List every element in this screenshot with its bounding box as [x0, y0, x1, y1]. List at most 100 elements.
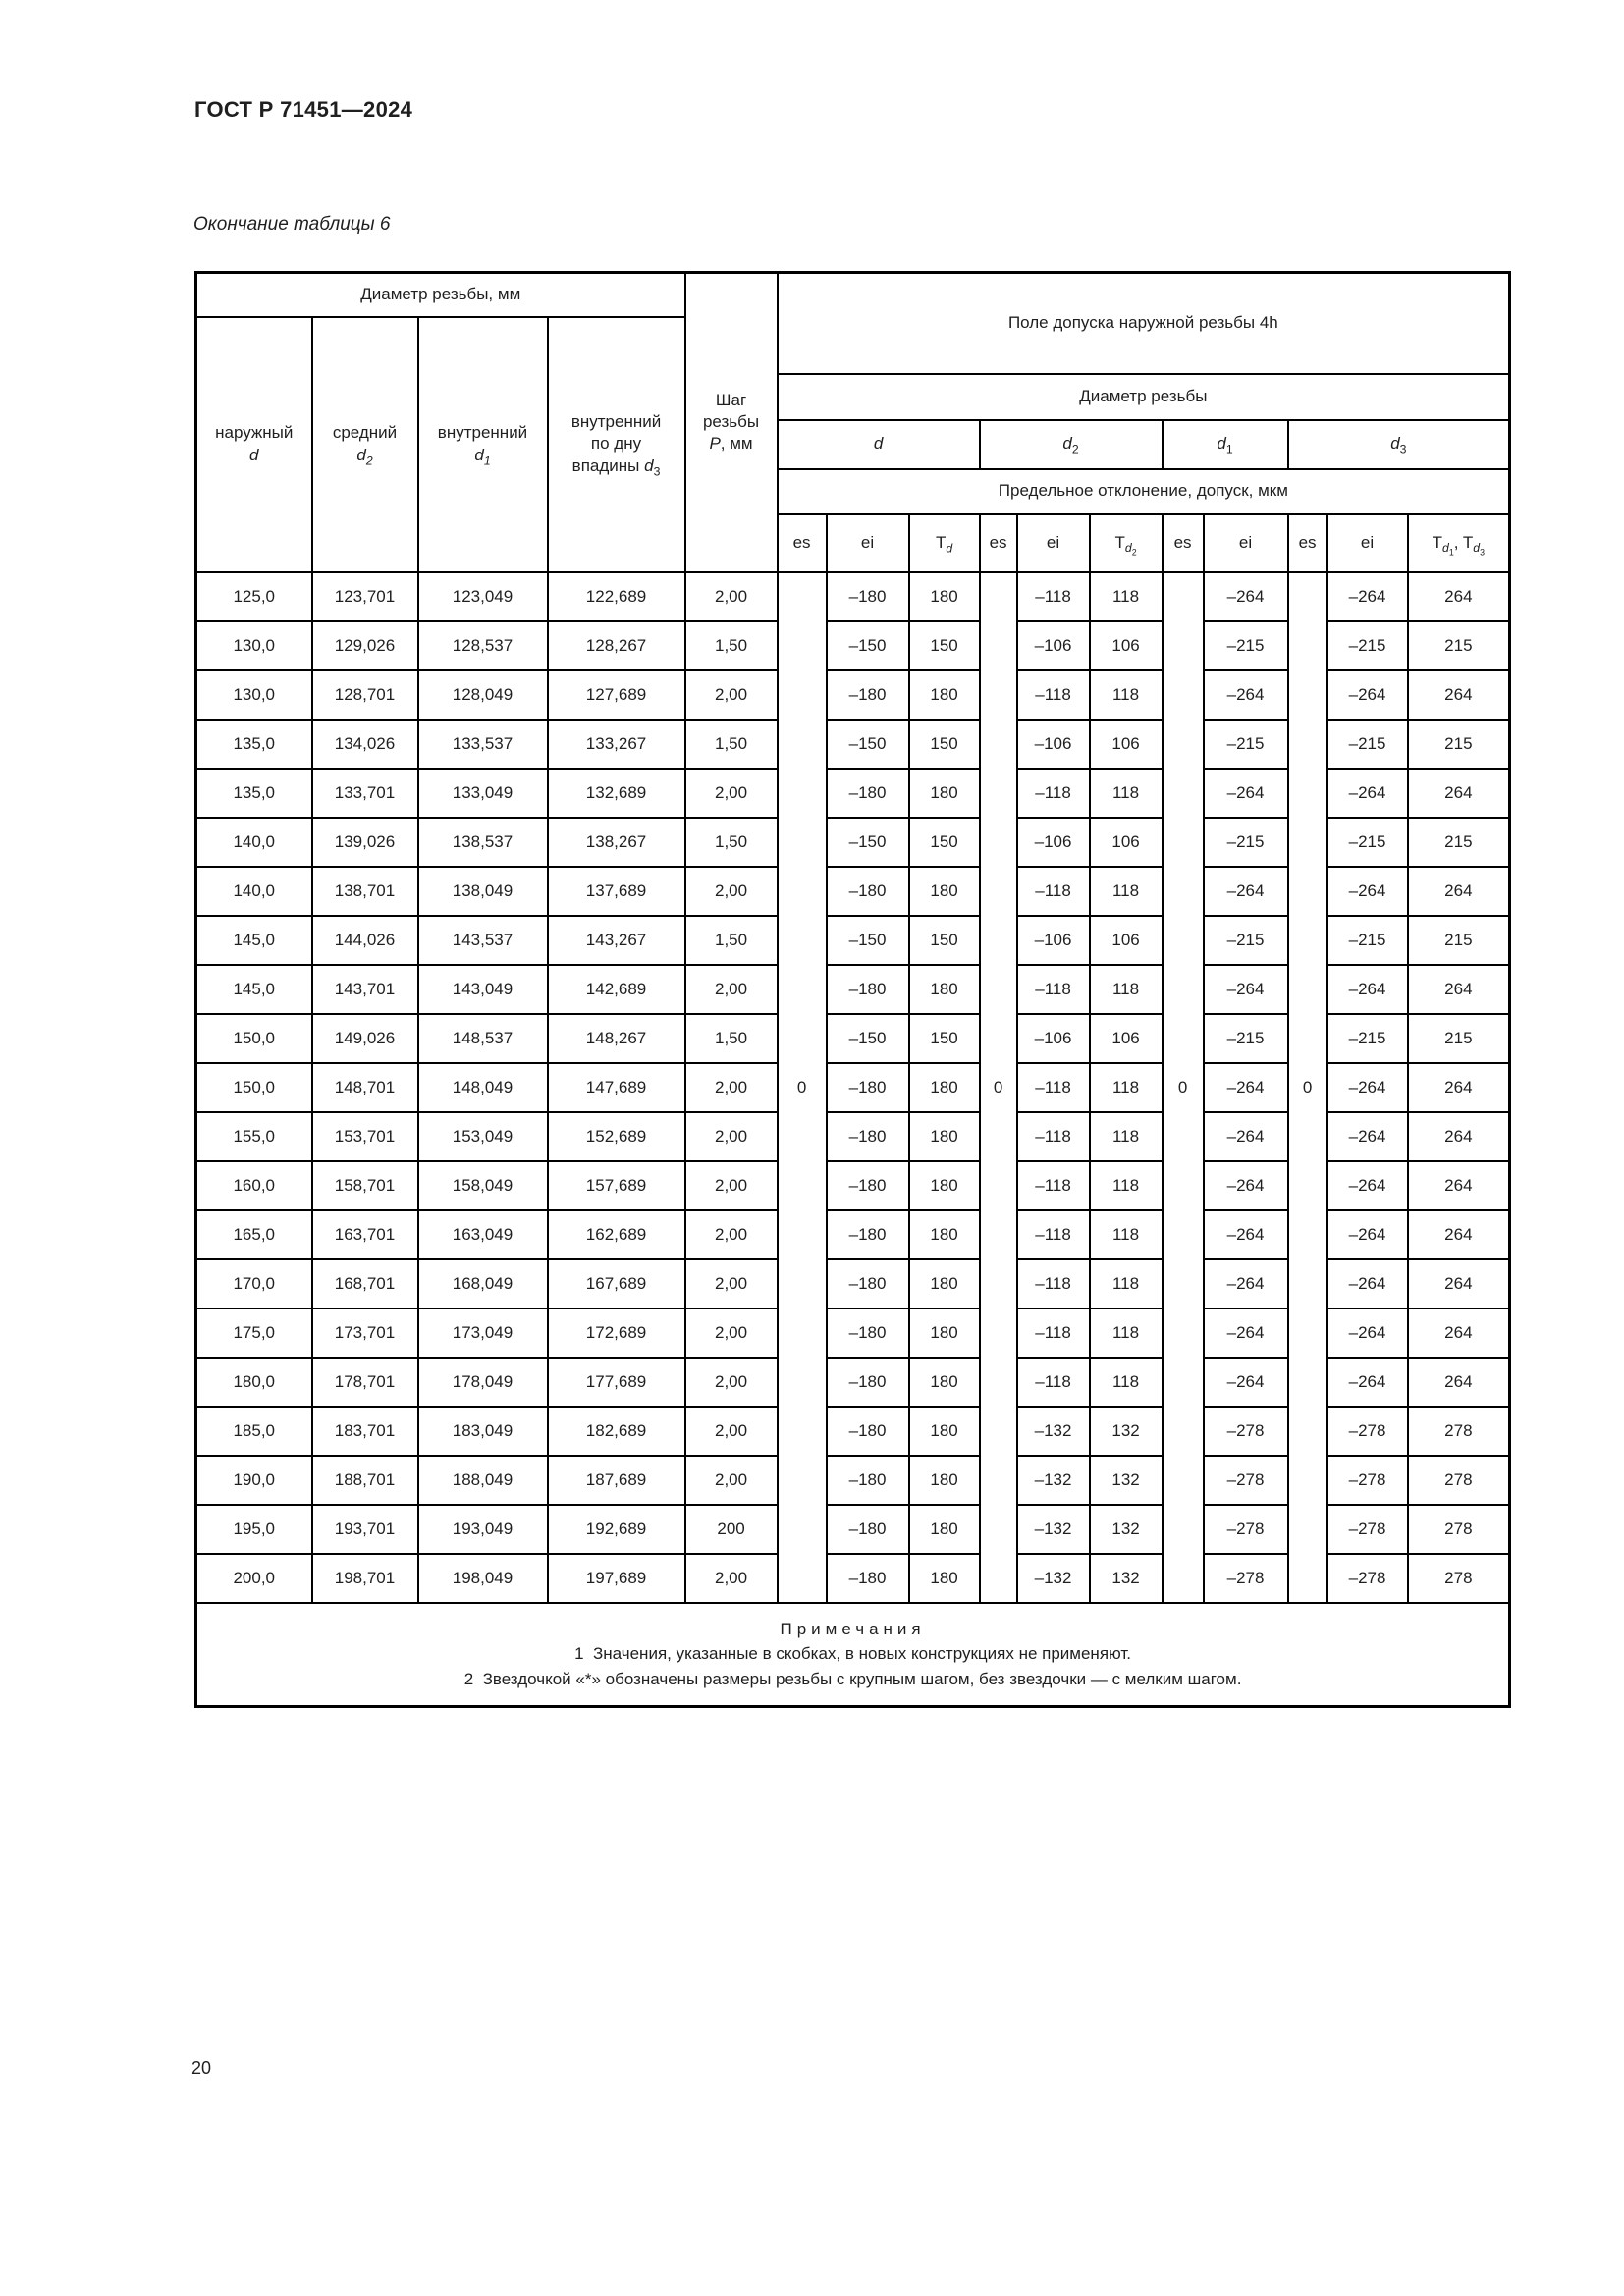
cell-ei-d: –180	[825, 1405, 910, 1457]
cell-d3: 197,689	[546, 1552, 686, 1604]
cell-pitch: 1,50	[683, 718, 779, 770]
cell-td: 180	[907, 1356, 981, 1408]
header-group-d3: d3	[1286, 418, 1511, 470]
cell-d1: 138,537	[416, 816, 549, 868]
header-tolerance-field: Поле допуска наружной резьбы 4h	[776, 271, 1511, 375]
header-col-inner-bottom-line1: внутренний	[570, 412, 662, 432]
cell-pitch: 2,00	[683, 1159, 779, 1211]
table-row: 180,0 178,701 178,049 177,689 2,00 –180 180 –11…	[194, 1356, 1511, 1408]
cell-d1: 148,537	[416, 1012, 549, 1064]
header-diameters-mm-label: Диаметр резьбы, мм	[360, 285, 521, 304]
note-item-1: 1 Значения, указанные в скобках, в новых…	[574, 1644, 1132, 1664]
cell-d1: 183,049	[416, 1405, 549, 1457]
cell-d3: 172,689	[546, 1307, 686, 1359]
header-thread-diameter: Диаметр резьбы	[776, 372, 1511, 421]
cell-ei-d2: –106	[1015, 619, 1091, 671]
cell-ei-d: –180	[825, 668, 910, 721]
cell-ei-d: –180	[825, 1552, 910, 1604]
cell-d: 200,0	[194, 1552, 313, 1604]
cell-d: 155,0	[194, 1110, 313, 1162]
table-row: 200,0 198,701 198,049 197,689 2,00 –180 180 –13…	[194, 1552, 1511, 1604]
cell-d2: 129,026	[310, 619, 419, 671]
cell-ei-d: –150	[825, 816, 910, 868]
cell-ei-d: –180	[825, 963, 910, 1015]
header-row-3: Диаметр резьбы	[196, 372, 1511, 421]
table-row: 140,0 138,701 138,049 137,689 2,00 –180 180 –11…	[194, 865, 1511, 917]
header-tolerance-field-label: Поле допуска наружной резьбы 4h	[1007, 313, 1278, 333]
cell-d2: 138,701	[310, 865, 419, 917]
cell-pitch: 2,00	[683, 1208, 779, 1260]
cell-d1: 158,049	[416, 1159, 549, 1211]
cell-td: 150	[907, 1012, 981, 1064]
cell-d2: 193,701	[310, 1503, 419, 1555]
table-row: 155,0 153,701 153,049 152,689 2,00 –180 180 –11…	[194, 1110, 1511, 1162]
table-row: 130,0 128,701 128,049 127,689 2,00 –180 180 –11…	[194, 668, 1511, 721]
cell-td2: 118	[1088, 1356, 1164, 1408]
cell-d: 170,0	[194, 1257, 313, 1309]
cell-td1-td3: 264	[1406, 963, 1511, 1015]
table-row: 125,0 123,701 123,049 122,689 2,00 0 –180 180 0–…	[194, 570, 1511, 1604]
cell-d: 140,0	[194, 816, 313, 868]
cell-ei-d3: –215	[1326, 914, 1409, 966]
cell-ei-d1: –215	[1202, 816, 1289, 868]
cell-td1-td3: 215	[1406, 1012, 1511, 1064]
cell-ei-d1: –264	[1202, 865, 1289, 917]
table-row: 150,0 148,701 148,049 147,689 2,00 –180 180 –11…	[194, 1061, 1511, 1113]
cell-es-d3: 0	[1286, 570, 1328, 1604]
cell-ei-d1: –215	[1202, 1012, 1289, 1064]
cell-d1: 193,049	[416, 1503, 549, 1555]
cell-pitch: 2,00	[683, 1110, 779, 1162]
cell-d: 145,0	[194, 963, 313, 1015]
cell-ei-d: –180	[825, 865, 910, 917]
cell-ei-d: –150	[825, 619, 910, 671]
cell-ei-d1: –278	[1202, 1405, 1289, 1457]
cell-d1: 178,049	[416, 1356, 549, 1408]
cell-d2: 198,701	[310, 1552, 419, 1604]
cell-ei-d2: –118	[1015, 1110, 1091, 1162]
cell-ei-d2: –118	[1015, 767, 1091, 819]
cell-td1-td3: 264	[1406, 1110, 1511, 1162]
header-td1-td3: Td1, Td3	[1406, 512, 1511, 573]
cell-es-d2: 0	[978, 570, 1018, 1604]
header-pitch-line2: резьбы	[702, 412, 760, 432]
cell-ei-d: –150	[825, 718, 910, 770]
cell-td2: 118	[1088, 865, 1164, 917]
cell-d: 130,0	[194, 668, 313, 721]
cell-d1: 138,049	[416, 865, 549, 917]
cell-ei-d: –180	[825, 1307, 910, 1359]
cell-td2: 132	[1088, 1503, 1164, 1555]
header-es-d2: es	[978, 512, 1018, 573]
cell-td2: 106	[1088, 1012, 1164, 1064]
cell-td: 180	[907, 1257, 981, 1309]
header-es-d: es	[776, 512, 828, 573]
cell-ei-d: –180	[825, 1208, 910, 1260]
table-row: 135,0 133,701 133,049 132,689 2,00 –180 180 –11…	[194, 767, 1511, 819]
notes-row: Примечания 1 Значения, указанные в скобк…	[194, 1601, 1511, 1707]
cell-td2: 118	[1088, 767, 1164, 819]
cell-ei-d2: –118	[1015, 1257, 1091, 1309]
cell-pitch: 2,00	[683, 1552, 779, 1604]
header-thread-diameter-label: Диаметр резьбы	[1079, 386, 1208, 405]
cell-ei-d1: –264	[1202, 963, 1289, 1015]
cell-ei-d1: –264	[1202, 767, 1289, 819]
cell-ei-d3: –264	[1326, 1110, 1409, 1162]
cell-td2: 132	[1088, 1454, 1164, 1506]
cell-d: 175,0	[194, 1307, 313, 1359]
table-row: 140,0 139,026 138,537 138,267 1,50 –150 150 –10…	[194, 816, 1511, 868]
header-td: Td	[907, 512, 981, 573]
cell-ei-d3: –264	[1326, 570, 1409, 622]
cell-ei-d1: –215	[1202, 914, 1289, 966]
cell-d2: 183,701	[310, 1405, 419, 1457]
cell-ei-d3: –264	[1326, 1307, 1409, 1359]
cell-ei-d2: –106	[1015, 718, 1091, 770]
header-col-outer: наружный d	[194, 315, 313, 573]
cell-ei-d3: –215	[1326, 816, 1409, 868]
cell-ei-d3: –215	[1326, 1012, 1409, 1064]
cell-ei-d1: –264	[1202, 1159, 1289, 1211]
cell-td1-td3: 215	[1406, 718, 1511, 770]
header-col-middle: средний d2	[310, 315, 419, 573]
cell-d: 150,0	[194, 1061, 313, 1113]
notes-title: Примечания	[780, 1619, 926, 1638]
cell-d3: 138,267	[546, 816, 686, 868]
table-row: 185,0 183,701 183,049 182,689 2,00 –180 180 –13…	[194, 1405, 1511, 1457]
